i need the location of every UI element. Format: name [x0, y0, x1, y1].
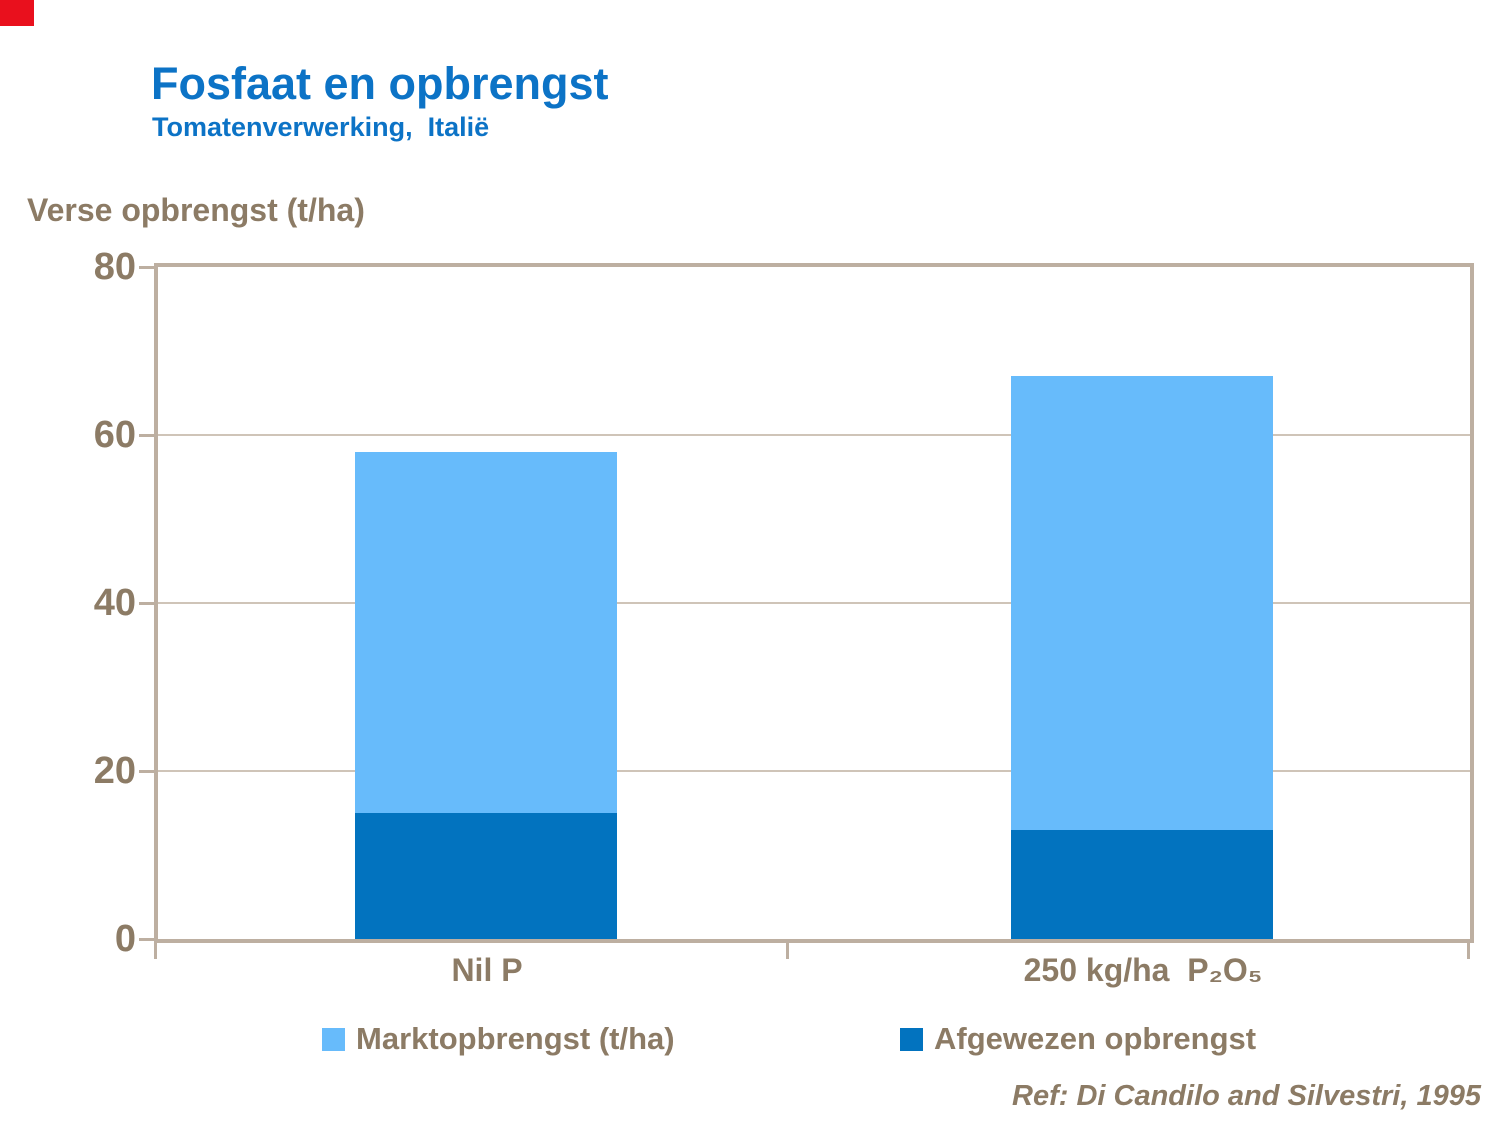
corner-mark [0, 0, 34, 26]
bar-segment [1011, 829, 1273, 939]
y-tick-label-0: 0 [114, 918, 136, 960]
y-tick-mark [139, 434, 155, 437]
y-tick-mark [139, 266, 155, 269]
plot-area [154, 263, 1474, 943]
y-axis-title: Verse opbrengst (t/ha) [27, 192, 365, 228]
y-tick-mark [139, 602, 155, 605]
legend-label: Marktopbrengst (t/ha) [356, 1021, 675, 1056]
legend-swatch-dark-blue-icon [900, 1027, 923, 1051]
legend-swatch-light-blue-icon [322, 1027, 345, 1051]
legend-label: Afgewezen opbrengst [934, 1021, 1257, 1056]
x-tick-mark-2 [1467, 943, 1470, 959]
gridline-60 [158, 434, 1470, 436]
y-tick-mark [139, 770, 155, 773]
x-tick-mark-0 [154, 943, 157, 959]
reference-note: Ref: Di Candilo and Silvestri, 1995 [1012, 1080, 1481, 1112]
gridline-40 [158, 602, 1470, 604]
bar-segment [1011, 376, 1273, 830]
y-tick-label-60: 60 [93, 414, 136, 456]
y-tick-label-20: 20 [93, 750, 136, 792]
bar-segment [355, 813, 617, 939]
bar-segment [355, 451, 617, 813]
page-subtitle: Tomatenverwerking, Italië [152, 112, 490, 142]
y-tick-label-80: 80 [93, 246, 136, 288]
y-tick-mark [139, 938, 155, 941]
legend-item-afgewezen: Afgewezen opbrengst [900, 1022, 1256, 1056]
legend-item-marktopbrengst: Marktopbrengst (t/ha) [322, 1022, 675, 1056]
page-title: Fosfaat en opbrengst [151, 58, 609, 109]
x-category-label-250kg: 250 kg/ha P₂O₅ [1023, 952, 1263, 988]
gridline-20 [158, 770, 1470, 772]
x-category-label-nil-p: Nil P [451, 952, 523, 988]
x-tick-mark-1 [786, 943, 789, 959]
y-tick-label-40: 40 [93, 582, 136, 624]
